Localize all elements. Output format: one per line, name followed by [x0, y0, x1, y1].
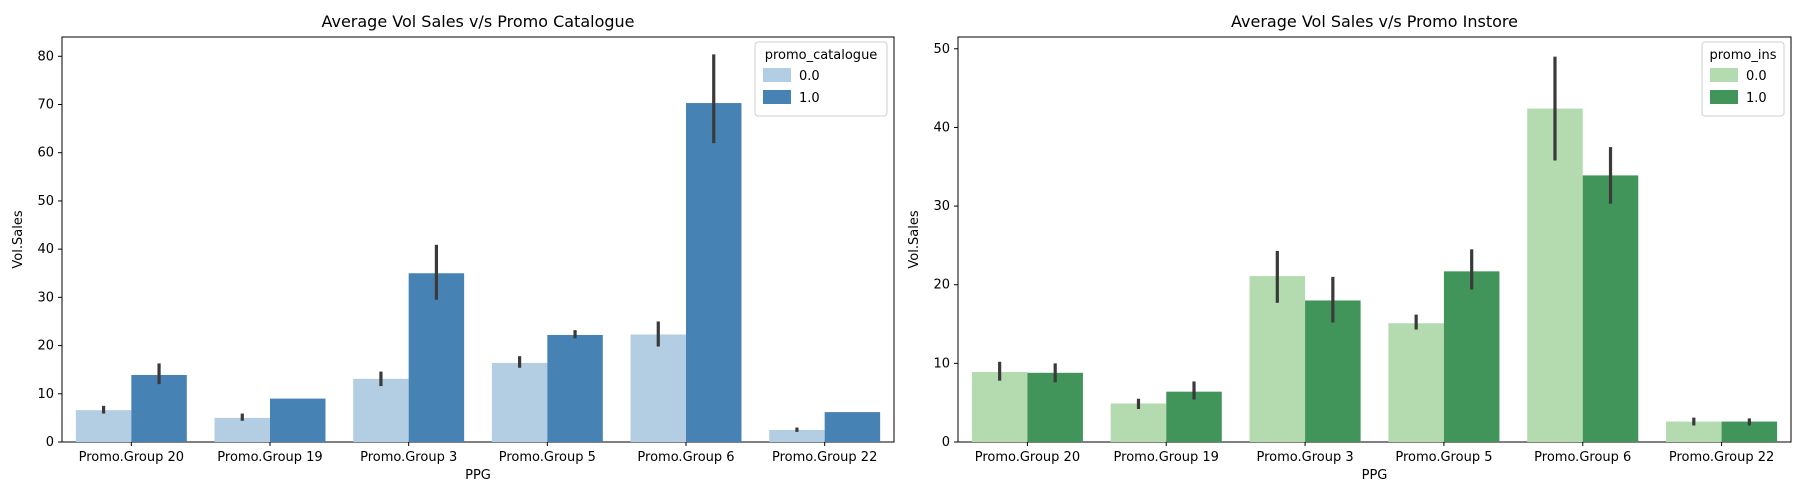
bar-promo-group-3-series-1: [1305, 300, 1361, 442]
y-tick-label: 40: [37, 242, 54, 257]
bar-promo-group-19-series-1: [270, 398, 326, 442]
bar-promo-group-6-series-1: [686, 103, 742, 442]
bar-promo-group-5-series-0: [491, 362, 548, 442]
bar-promo-group-5-series-0: [1388, 323, 1444, 442]
y-axis-label: Vol.Sales: [11, 210, 26, 268]
bar-promo-group-3-series-0: [1249, 276, 1306, 442]
y-axis-label: Vol.Sales: [907, 210, 922, 268]
y-tick-label: 0: [942, 435, 950, 450]
x-axis-label: PPG: [465, 468, 491, 483]
x-tick-label-promo-group-20: Promo.Group 20: [79, 450, 184, 465]
x-tick-label-promo-group-19: Promo.Group 19: [217, 450, 322, 465]
bar-promo-group-5-series-1: [1443, 271, 1500, 442]
bar-promo-group-19-series-0: [1110, 403, 1167, 442]
bar-promo-group-22-series-1: [1721, 421, 1778, 442]
y-tick-label: 80: [37, 49, 54, 64]
bar-promo-group-6-series-1: [1582, 175, 1639, 442]
y-tick-label: 40: [933, 120, 950, 135]
y-tick-label: 0: [46, 435, 54, 450]
x-tick-label-promo-group-22: Promo.Group 22: [772, 450, 877, 465]
chart-title-promo-catalogue: Average Vol Sales v/s Promo Catalogue: [321, 12, 634, 31]
x-tick-label-promo-group-22: Promo.Group 22: [1669, 450, 1774, 465]
bar-promo-group-22-series-0: [1666, 421, 1722, 442]
legend: promo_catalogue 0.0 1.0: [754, 41, 888, 117]
legend-label-series-0: 0.0: [799, 69, 820, 84]
chart-promo-instore: 0 10 20 30 40 50 Promo.Group 20 Promo.Group 19 P…: [907, 12, 1792, 483]
legend-swatch-series-0: [1710, 68, 1738, 82]
bar-promo-group-3-series-1: [408, 273, 465, 442]
x-tick-label-promo-group-19: Promo.Group 19: [1114, 450, 1219, 465]
y-tick-label: 20: [933, 278, 950, 293]
x-tick-label-promo-group-6: Promo.Group 6: [1534, 450, 1631, 465]
bar-promo-group-6-series-0: [630, 334, 686, 442]
y-tick-label: 10: [37, 387, 54, 402]
y-tick-label: 20: [37, 339, 54, 354]
legend-label-series-1: 1.0: [1746, 91, 1767, 106]
y-tick-label: 30: [933, 199, 950, 214]
x-tick-label-promo-group-6: Promo.Group 6: [637, 450, 734, 465]
bar-promo-group-22-series-1: [824, 412, 881, 442]
y-tick-label: 30: [37, 290, 54, 305]
legend-label-series-1: 1.0: [799, 91, 820, 106]
plot-frame: [957, 36, 1792, 443]
x-tick-label-promo-group-5: Promo.Group 5: [1395, 450, 1492, 465]
bar-promo-group-5-series-1: [547, 334, 603, 442]
x-tick-label-promo-group-3: Promo.Group 3: [360, 450, 457, 465]
legend-swatch-series-0: [763, 68, 791, 82]
legend-swatch-series-1: [763, 90, 791, 104]
bar-promo-group-20-series-0: [971, 372, 1028, 442]
bar-promo-group-6-series-0: [1527, 108, 1583, 442]
bar-promo-group-22-series-0: [769, 429, 825, 442]
legend-label-series-0: 0.0: [1746, 69, 1767, 84]
bar-promo-group-3-series-0: [353, 378, 409, 442]
bar-promo-group-20-series-1: [1027, 372, 1083, 442]
y-tick-label: 50: [37, 194, 54, 209]
x-axis-label: PPG: [1362, 468, 1388, 483]
bar-promo-group-20-series-1: [131, 374, 187, 442]
legend-title: promo_ins: [1709, 48, 1776, 63]
bar-promo-group-19-series-1: [1166, 391, 1222, 442]
x-tick-label-promo-group-20: Promo.Group 20: [975, 450, 1080, 465]
y-tick-label: 10: [933, 356, 950, 371]
chart-title-promo-instore: Average Vol Sales v/s Promo Instore: [1231, 12, 1518, 31]
plot-frame: [61, 36, 895, 443]
bar-promo-group-20-series-0: [75, 410, 132, 442]
y-tick-label: 50: [933, 42, 950, 57]
legend: promo_ins 0.0 1.0: [1701, 41, 1785, 117]
legend-swatch-series-1: [1710, 90, 1738, 104]
bar-promo-group-19-series-0: [214, 417, 270, 442]
legend-title: promo_catalogue: [765, 48, 878, 63]
chart-promo-catalogue: 0 10 20 30 40 50 60 70 80 Promo.Group 20 Promo.Gro…: [11, 12, 895, 483]
x-tick-label-promo-group-3: Promo.Group 3: [1257, 450, 1354, 465]
y-tick-label: 70: [37, 98, 54, 113]
x-tick-label-promo-group-5: Promo.Group 5: [499, 450, 596, 465]
y-tick-label: 60: [37, 146, 54, 161]
